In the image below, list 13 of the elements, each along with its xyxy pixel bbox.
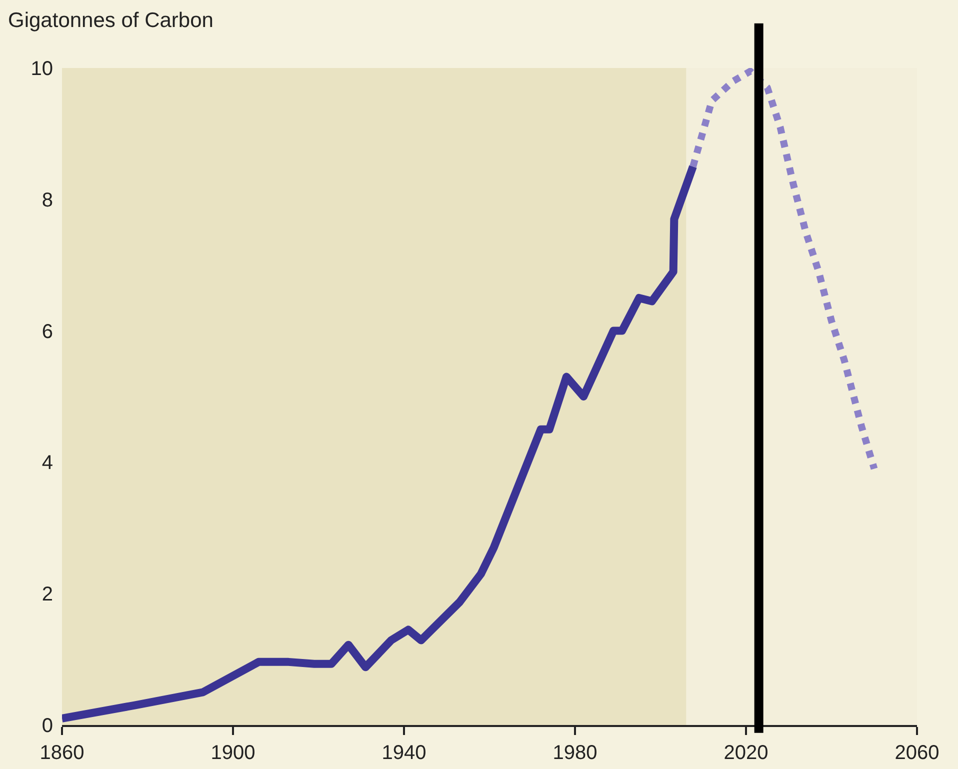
x-tick-label: 2060 <box>894 742 940 764</box>
x-tick-label: 1940 <box>382 742 426 764</box>
y-tick-label: 10 <box>30 58 53 80</box>
y-tick-label: 8 <box>42 189 53 212</box>
x-tick-label: 1980 <box>552 742 598 764</box>
y-tick-label: 0 <box>42 715 53 737</box>
y-axis-title: Gigatonnes of Carbon <box>8 9 214 32</box>
x-tick-label: 1900 <box>210 742 256 764</box>
x-tick-label: 1860 <box>40 742 84 764</box>
y-tick-label: 6 <box>42 320 53 343</box>
y-tick-label: 2 <box>42 584 53 606</box>
y-tick-label: 4 <box>42 452 53 474</box>
x-tick-label: 2020 <box>724 742 768 764</box>
